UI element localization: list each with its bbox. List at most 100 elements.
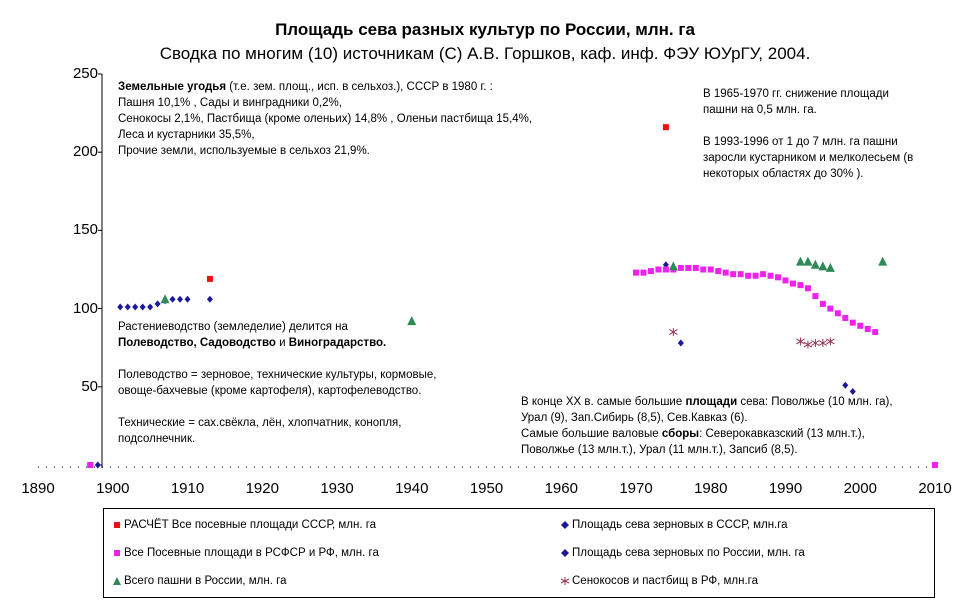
note-decline-line5: некоторых областях до 30% ). (703, 168, 864, 180)
data-point (849, 387, 856, 395)
data-point (715, 268, 722, 275)
legend-label: РАСЧЁТ Все посевные площади СССР, млн. г… (124, 519, 377, 531)
note-crops-line4: овоще-бахчевые (кроме картофеля), картоф… (118, 385, 422, 397)
note-crops-line6: подсолнечник. (118, 433, 196, 445)
note-regions-line2: Урал (9), Зап.Сибирь (8,5), Сев.Кавказ (… (521, 412, 748, 424)
note-crops: Растениеводство (земледелие) делится на … (118, 319, 436, 447)
note-land-line3: Сенокосы 2,1%, Пастбища (кроме оленьих) … (118, 113, 533, 125)
legend-label: Сенокосов и пастбищ в РФ, млн.га (572, 575, 758, 587)
y-tick-label: 50 (81, 377, 98, 395)
data-point (722, 269, 729, 276)
data-point (760, 271, 767, 278)
data-point (677, 264, 684, 271)
note-land-line1: (т.е. зем. площ., исп. в сельхоз.), СССР… (226, 81, 493, 93)
data-point (206, 275, 213, 282)
data-point (154, 300, 161, 308)
data-point (812, 293, 819, 300)
data-point (767, 272, 774, 279)
data-point (692, 264, 699, 271)
note-land-line5: Прочие земли, используемые в сельхоз 21,… (118, 145, 370, 157)
data-point (662, 266, 669, 273)
data-point (169, 295, 176, 303)
data-point (864, 325, 871, 332)
note-regions-c: сева: Поволжье (10 млн. га), (737, 396, 893, 408)
data-point (94, 461, 101, 469)
note-decline-line3: В 1993-1996 от 1 до 7 млн. га пашни (703, 136, 898, 148)
legend-marker-star (560, 576, 570, 585)
legend-label: Площадь сева зерновых по России, млн. га (572, 547, 805, 559)
x-tick-label: 1940 (395, 480, 429, 497)
data-point (782, 277, 789, 284)
data-point (737, 271, 744, 278)
note-regions: В конце ХХ в. самые большие площади сева… (521, 394, 893, 458)
data-point (857, 322, 864, 329)
data-point (819, 300, 826, 307)
x-tick-label: 1930 (320, 480, 354, 497)
data-point (647, 268, 654, 275)
legend-item-ussr-grain: Площадь сева зерновых в СССР, млн.га (560, 519, 788, 531)
x-tick-label: 1990 (768, 480, 803, 497)
data-point (878, 256, 888, 266)
x-tick-label: 1970 (619, 480, 653, 497)
legend-marker-green-triangle (113, 576, 121, 585)
x-tick-label: 1960 (544, 480, 578, 497)
data-point (811, 339, 820, 348)
data-point (932, 462, 938, 468)
note-regions-f: : Северокавказский (13 млн.т.), (699, 428, 865, 440)
legend-item-rsfsr-total: Все Посевные площади в РСФСР и РФ, млн. … (112, 547, 379, 559)
data-point (677, 339, 684, 347)
legend-label: Площадь сева зерновых в СССР, млн.га (572, 519, 788, 531)
note-crops-line3: Полеводство = зерновое, технические куль… (118, 369, 437, 381)
note-decline: В 1965-1970 гг. снижение площади пашни н… (703, 86, 913, 182)
note-decline-line1: В 1965-1970 гг. снижение площади (703, 88, 889, 100)
legend-label: Все Посевные площади в РСФСР и РФ, млн. … (124, 547, 379, 559)
data-point (810, 259, 820, 269)
data-point (124, 303, 131, 311)
note-land-use: Земельные угодья (т.е. зем. площ., исп. … (118, 79, 532, 159)
legend-marker-navy-diamond (561, 548, 569, 557)
data-point (752, 272, 759, 279)
data-point (640, 269, 647, 276)
y-tick-label: 200 (72, 143, 98, 161)
data-point (730, 271, 737, 278)
data-point (184, 295, 191, 303)
x-tick-label: 2010 (918, 480, 952, 497)
note-land-line2: Пашня 10,1% , Сады и винградники 0,2%, (118, 97, 342, 109)
x-tick-label: 1900 (96, 480, 130, 497)
data-point (132, 303, 139, 311)
x-tick-label: 1890 (21, 480, 55, 497)
data-point (685, 264, 692, 271)
legend-item-arable: Всего пашни в России, млн. га (112, 575, 286, 587)
data-point (633, 269, 639, 276)
note-regions-b: площади (685, 396, 738, 408)
legend-marker-blue-diamond (561, 520, 569, 529)
data-point (872, 329, 879, 336)
data-point (160, 294, 170, 304)
note-crops-bold2: Виноградарство. (288, 337, 387, 349)
data-point (826, 337, 835, 346)
data-point (87, 462, 94, 468)
data-point (775, 274, 782, 281)
data-point (206, 295, 213, 303)
data-point (825, 262, 835, 272)
data-point (407, 316, 417, 326)
series-4 (160, 256, 888, 326)
legend: РАСЧЁТ Все посевные площади СССР, млн. г… (103, 508, 935, 598)
note-regions-d: Самые большие валовые (521, 428, 662, 440)
note-crops-line1: Растениеводство (земледелие) делится на (118, 321, 348, 333)
data-point (745, 272, 752, 279)
y-tick-label: 250 (72, 65, 98, 82)
data-point (797, 282, 804, 289)
chart-subtitle: Сводка по многим (10) источникам (С) А.В… (159, 44, 811, 63)
data-point (662, 124, 669, 131)
data-point (700, 266, 707, 273)
chart-title: Площадь сева разных культур по России, м… (275, 20, 695, 39)
legend-marker-red-square (114, 521, 120, 528)
note-regions-line4: Поволжье (13 млн.т.), Урал (11 млн.т.), … (521, 444, 798, 456)
data-point (655, 266, 662, 273)
data-point (707, 266, 714, 273)
data-point (818, 339, 828, 348)
data-point (668, 261, 678, 271)
